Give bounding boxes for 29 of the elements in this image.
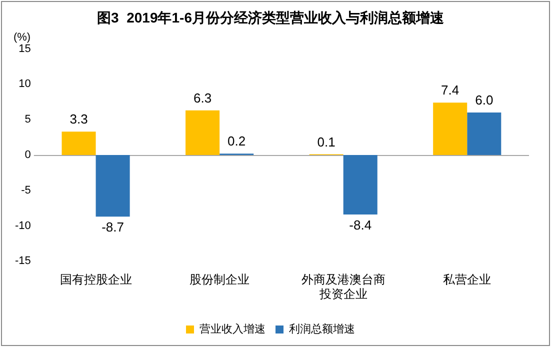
y-tick-label: -10 <box>14 220 31 232</box>
data-label: -8.7 <box>102 220 124 235</box>
bar <box>62 132 96 155</box>
data-label: 7.4 <box>441 82 460 98</box>
data-label: 6.0 <box>475 92 494 108</box>
x-tick-label: 股份制企业 <box>190 272 250 287</box>
data-label: -8.4 <box>349 218 372 233</box>
y-tick-label: -15 <box>14 255 31 268</box>
x-tick-label: 私营企业 <box>443 272 492 287</box>
legend-label: 营业收入增速 <box>200 322 266 336</box>
bar <box>467 112 502 155</box>
bar <box>433 102 468 155</box>
y-tick-label: -5 <box>21 184 31 196</box>
x-tick-label: 外商及港澳台商投资企业 <box>301 272 386 302</box>
y-tick-label: 10 <box>18 78 31 90</box>
y-axis-title: (%) <box>13 31 31 44</box>
x-tick-label: 国有控股企业 <box>60 272 132 287</box>
bar <box>186 110 220 155</box>
data-label: 3.3 <box>70 112 88 127</box>
data-label: 0.2 <box>228 134 246 149</box>
legend-label: 利润总额增速 <box>289 322 355 336</box>
y-tick-label: 0 <box>24 149 31 162</box>
y-tick-label: 5 <box>24 114 31 126</box>
y-tick-label: 15 <box>18 42 31 55</box>
chart-title: 图3 2019年1-6月份分经济类型营业收入与利润总额增速 <box>97 9 445 26</box>
bar <box>96 155 130 217</box>
data-label: 6.3 <box>194 90 212 106</box>
bar <box>343 155 378 214</box>
data-label: 0.1 <box>317 134 336 150</box>
